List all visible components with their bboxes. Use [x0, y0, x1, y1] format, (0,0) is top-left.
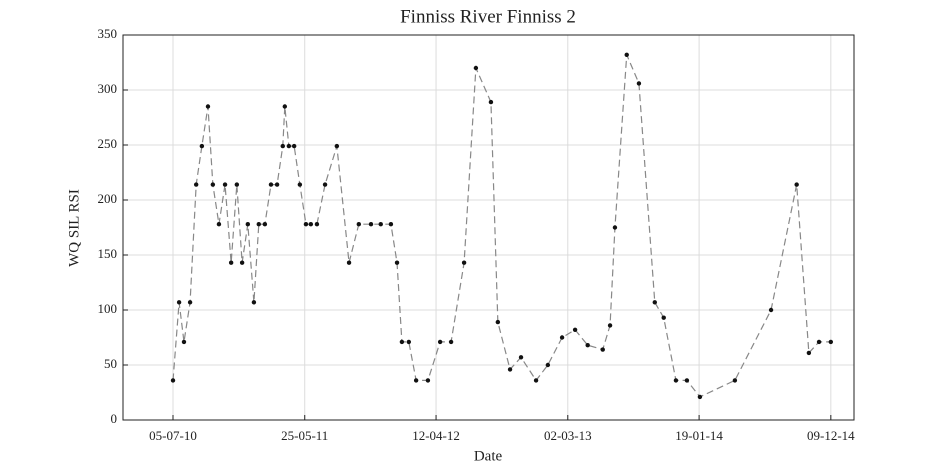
data-point — [394, 260, 400, 265]
data-point — [652, 300, 657, 305]
y-tick-label: 200 — [98, 191, 118, 206]
data-point — [673, 378, 679, 383]
x-axis-label: Date — [474, 448, 503, 464]
data-point — [346, 260, 352, 265]
data-point — [488, 99, 494, 105]
x-tick-label: 12-04-12 — [412, 428, 460, 443]
data-point — [368, 222, 374, 227]
y-tick-label: 250 — [98, 136, 118, 151]
data-point — [280, 143, 285, 149]
data-point — [297, 182, 303, 187]
data-point — [585, 343, 590, 348]
data-point — [768, 307, 774, 313]
data-point — [222, 182, 228, 187]
data-point — [545, 362, 551, 368]
data-point — [239, 260, 245, 265]
data-point — [256, 222, 261, 227]
data-point — [461, 260, 467, 265]
data-point — [495, 319, 501, 325]
plot-frame — [122, 34, 855, 421]
data-point — [794, 182, 799, 187]
data-point — [413, 378, 419, 383]
data-point — [291, 143, 297, 149]
data-point — [399, 339, 405, 345]
data-point — [816, 339, 822, 345]
data-point — [303, 222, 309, 227]
data-point — [406, 339, 412, 345]
data-point — [356, 222, 362, 227]
data-point — [210, 182, 216, 187]
data-point — [176, 300, 182, 305]
data-point — [199, 143, 205, 149]
data-point — [518, 355, 524, 360]
data-point — [437, 339, 443, 345]
data-point — [624, 52, 629, 57]
x-tick-label: 09-12-14 — [807, 428, 855, 443]
data-point — [684, 378, 690, 383]
data-point — [572, 327, 578, 332]
data-line — [172, 54, 831, 398]
data-point — [205, 104, 211, 109]
data-point — [828, 339, 834, 345]
data-point — [533, 378, 539, 383]
y-tick-label: 300 — [98, 81, 118, 96]
y-tick-label: 100 — [98, 301, 118, 316]
data-point — [806, 350, 812, 356]
data-point — [187, 300, 193, 305]
data-point — [600, 347, 605, 352]
data-point — [661, 315, 666, 320]
data-point — [473, 65, 479, 71]
x-tick-label: 05-07-10 — [149, 428, 197, 443]
y-tick-label: 0 — [111, 411, 118, 426]
data-point — [251, 300, 257, 305]
data-point — [286, 143, 292, 149]
data-point — [245, 222, 251, 227]
data-point — [607, 323, 613, 328]
y-tick-label: 350 — [98, 26, 118, 41]
data-point — [268, 182, 274, 187]
data-point — [228, 260, 234, 265]
data-point — [181, 339, 187, 345]
data-point — [193, 182, 199, 187]
data-point — [388, 222, 394, 227]
x-tick-label: 19-01-14 — [675, 428, 723, 443]
data-point — [274, 182, 280, 187]
data-point — [262, 222, 268, 227]
y-tick-label: 50 — [104, 356, 117, 371]
data-point — [308, 222, 314, 227]
data-point — [216, 222, 222, 227]
data-point — [282, 104, 288, 109]
data-point — [612, 225, 618, 230]
data-point — [322, 182, 328, 187]
x-tick-label: 25-05-11 — [281, 428, 328, 443]
data-point — [425, 378, 431, 383]
y-tick-label: 150 — [98, 246, 118, 261]
data-point — [334, 143, 340, 149]
data-point — [507, 367, 513, 372]
data-point — [170, 378, 176, 383]
chart-title: Finniss River Finniss 2 — [400, 6, 576, 27]
data-point — [732, 378, 738, 383]
data-point — [636, 81, 642, 86]
data-point — [378, 222, 383, 227]
x-tick-label: 02-03-13 — [544, 428, 592, 443]
data-point — [234, 182, 240, 187]
data-point — [448, 339, 454, 345]
data-point — [314, 222, 320, 227]
data-point — [697, 394, 703, 400]
y-axis-label: WQ SIL RSI — [66, 189, 82, 267]
data-point — [559, 335, 565, 340]
